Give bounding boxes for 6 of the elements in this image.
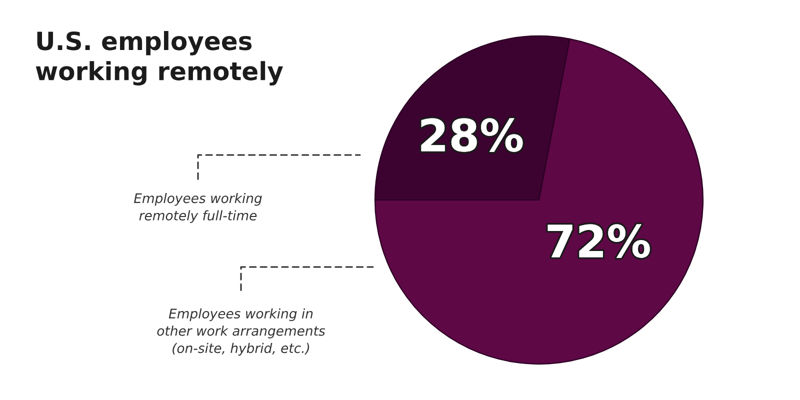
slice-label: Employees working remotely full-time: [134, 192, 262, 224]
slice-label: Employees working in other work arrangements (on-site, hybrid, etc.): [157, 308, 326, 356]
pie-slice: [374, 38, 704, 365]
data-label: 28%: [421, 118, 523, 152]
chart-title: U.S. employees working remotely: [36, 31, 284, 86]
data-label: 72%: [548, 224, 650, 258]
